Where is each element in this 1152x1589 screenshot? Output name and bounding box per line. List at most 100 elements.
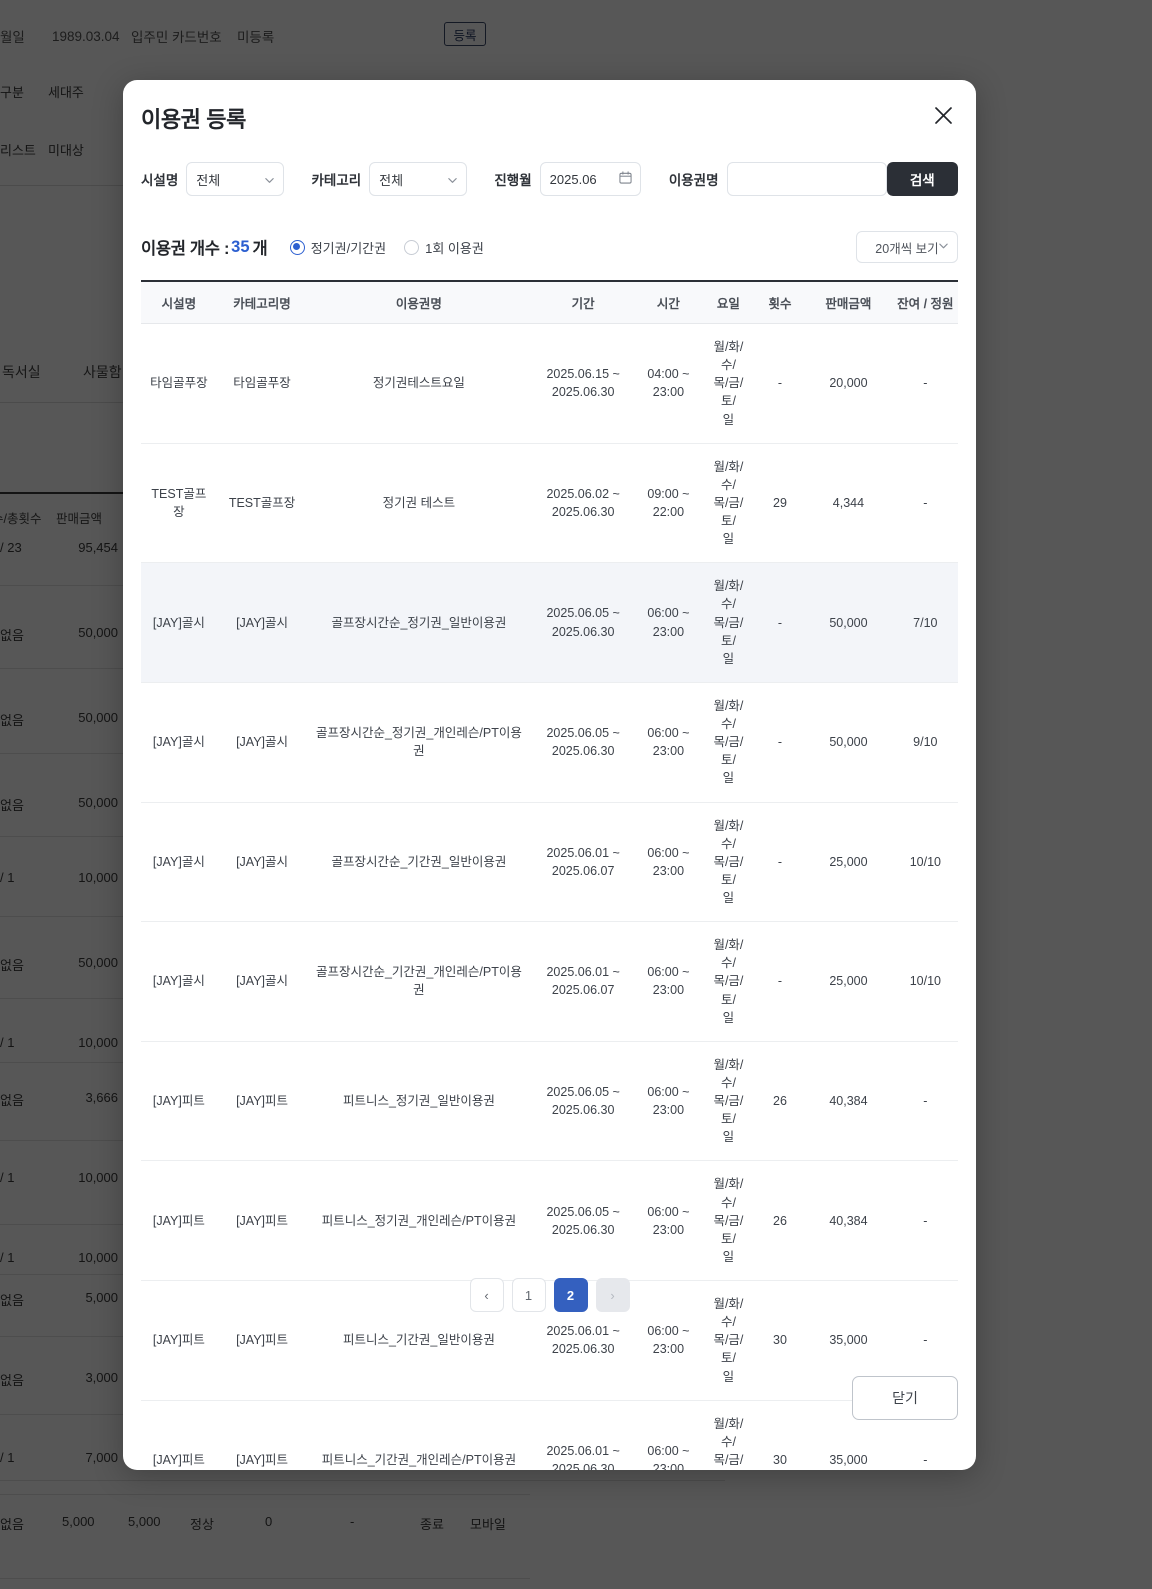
month-label: 진행월: [494, 173, 532, 188]
cell-facility: TEST골프장: [141, 443, 217, 564]
table-header-7: 판매금액: [804, 280, 893, 324]
cell-count: -: [755, 802, 805, 923]
month-picker[interactable]: 2025.06: [539, 162, 642, 196]
chevron-down-icon: [447, 174, 458, 185]
cell-category: [JAY]골시: [216, 682, 308, 803]
close-icon[interactable]: [926, 98, 960, 132]
facility-select-value: 전체: [196, 172, 221, 188]
cell-count: -: [755, 323, 805, 444]
per-page-value: 20개씩 보기: [875, 241, 939, 256]
ticket-table-wrapper: 시설명 카테고리명 이용권명 기간 시간 요일 횟수 판매금액 잔여 / 정원 타임골푸장 타임골…: [141, 280, 958, 1470]
table-row[interactable]: 타임골푸장 타임골푸장 정기권테스트요일 2025.06.15 ~ 2025.06.3…: [141, 323, 958, 444]
cell-facility: [JAY]골시: [141, 802, 217, 923]
cell-category: TEST골프장: [216, 443, 308, 564]
per-page-select[interactable]: 20개씩 보기: [856, 231, 958, 263]
cell-amount: 40,384: [804, 1041, 893, 1162]
radio-option-1[interactable]: 1회 이용권: [404, 238, 484, 257]
cell-remain: 9/10: [892, 682, 958, 803]
cell-time: 06:00 ~ 23:00: [635, 921, 702, 1042]
facility-label: 시설명: [141, 173, 179, 188]
cell-period: 2025.06.05 ~ 2025.06.30: [530, 1041, 636, 1162]
cell-name: 피트니스_기간권_개인레슨/PT이용권: [307, 1400, 531, 1470]
cell-period: 2025.06.05 ~ 2025.06.30: [530, 1160, 636, 1281]
cell-days: 월/화/수/ 목/금/토/ 일: [701, 1160, 756, 1281]
cell-count: -: [755, 562, 805, 683]
ticket-count-label: 이용권 개수 :: [141, 240, 230, 258]
cell-category: [JAY]피트: [216, 1280, 308, 1401]
table-row[interactable]: [JAY]골시 [JAY]골시 골프장시간순_정기권_개인레슨/PT이용권 2025.…: [141, 682, 958, 803]
cell-days: 월/화/수/ 목/금/토/ 일: [701, 562, 756, 683]
cell-time: 06:00 ~ 23:00: [635, 1041, 702, 1162]
table-row[interactable]: TEST골프장 TEST골프장 정기권 테스트 2025.06.02 ~ 2025.0…: [141, 443, 958, 564]
cell-period: 2025.06.01 ~ 2025.06.07: [530, 921, 636, 1042]
pagination-prev-button[interactable]: ‹: [469, 1278, 504, 1312]
cell-category: [JAY]피트: [216, 1160, 308, 1281]
table-row[interactable]: [JAY]피트 [JAY]피트 피트니스_정기권_일반이용권 2025.06.05 ~…: [141, 1041, 958, 1162]
cell-count: 30: [755, 1400, 805, 1470]
radio-dot-icon: [289, 239, 305, 255]
cell-days: 월/화/수/ 목/금/토/ 일: [701, 1400, 756, 1470]
cell-time: 09:00 ~ 22:00: [635, 443, 702, 564]
table-row[interactable]: [JAY]피트 [JAY]피트 피트니스_정기권_개인레슨/PT이용권 2025.06…: [141, 1160, 958, 1281]
cell-count: 26: [755, 1041, 805, 1162]
cell-period: 2025.06.01 ~ 2025.06.07: [530, 802, 636, 923]
table-header-2: 이용권명: [307, 280, 531, 324]
cell-name: 피트니스_정기권_일반이용권: [307, 1041, 531, 1162]
cell-time: 06:00 ~ 23:00: [635, 802, 702, 923]
cell-remain: -: [892, 1160, 958, 1281]
pagination-page-2[interactable]: 2: [553, 1278, 588, 1312]
cell-facility: [JAY]골시: [141, 562, 217, 683]
cell-count: -: [755, 682, 805, 803]
category-select[interactable]: 전체: [369, 162, 467, 196]
cell-count: -: [755, 921, 805, 1042]
cell-name: 정기권테스트요일: [307, 323, 531, 444]
cell-category: 타임골푸장: [216, 323, 308, 444]
modal-footer: 닫기: [141, 1376, 958, 1420]
table-row[interactable]: [JAY]피트 [JAY]피트 피트니스_기간권_일반이용권 2025.06.01 ~…: [141, 1280, 958, 1401]
cell-days: 월/화/수/ 목/금/토/ 일: [701, 682, 756, 803]
cell-category: [JAY]골시: [216, 802, 308, 923]
cell-category: [JAY]골시: [216, 921, 308, 1042]
cell-period: 2025.06.05 ~ 2025.06.30: [530, 562, 636, 683]
ticket-count-unit: 개: [252, 240, 268, 258]
pagination: ‹ 1 2 ›: [141, 1278, 958, 1312]
cell-facility: 타임골푸장: [141, 323, 217, 444]
cell-days: 월/화/수/ 목/금/토/ 일: [701, 323, 756, 444]
cell-period: 2025.06.02 ~ 2025.06.30: [530, 443, 636, 564]
cell-days: 월/화/수/ 목/금/토/ 일: [701, 802, 756, 923]
cell-count: 30: [755, 1280, 805, 1401]
ticket-name-label: 이용권명: [668, 173, 719, 188]
chevron-down-icon: [938, 240, 949, 254]
cell-period: 2025.06.15 ~ 2025.06.30: [530, 323, 636, 444]
cell-facility: [JAY]피트: [141, 1041, 217, 1162]
category-select-value: 전체: [379, 172, 404, 188]
cell-count: 29: [755, 443, 805, 564]
ticket-count-value: 35: [231, 237, 250, 256]
table-row[interactable]: [JAY]골시 [JAY]골시 골프장시간순_기간권_일반이용권 2025.06.01…: [141, 802, 958, 923]
cell-remain: -: [892, 323, 958, 444]
cell-facility: [JAY]골시: [141, 921, 217, 1042]
search-button[interactable]: 검색: [886, 162, 958, 196]
table-row[interactable]: [JAY]골시 [JAY]골시 골프장시간순_정기권_일반이용권 2025.06.05…: [141, 562, 958, 683]
facility-select[interactable]: 전체: [186, 162, 284, 196]
cell-amount: 50,000: [804, 562, 893, 683]
radio-option-0[interactable]: 정기권/기간권: [289, 238, 387, 257]
cell-amount: 50,000: [804, 682, 893, 803]
pagination-next-button: ›: [595, 1278, 630, 1312]
cell-time: 06:00 ~ 23:00: [635, 1160, 702, 1281]
ticket-type-radio-group: 정기권/기간권 1회 이용권: [289, 238, 502, 257]
cell-days: 월/화/수/ 목/금/토/ 일: [701, 443, 756, 564]
calendar-icon: [619, 171, 632, 187]
close-button[interactable]: 닫기: [852, 1376, 958, 1420]
pagination-page-1[interactable]: 1: [511, 1278, 546, 1312]
cell-amount: 20,000: [804, 323, 893, 444]
radio-option-label: 정기권/기간권: [310, 240, 387, 256]
filter-bar: 시설명 전체 카테고리 전체 진행월: [141, 162, 958, 196]
table-header-0: 시설명: [141, 280, 217, 324]
table-header-4: 시간: [635, 280, 702, 324]
table-row[interactable]: [JAY]골시 [JAY]골시 골프장시간순_기간권_개인레슨/PT이용권 2025.…: [141, 921, 958, 1042]
summary-row: 이용권 개수 : 35 개 정기권/기간권 1회 이용권 20개씩 보기: [141, 231, 958, 263]
ticket-name-input[interactable]: [726, 162, 887, 196]
cell-amount: 4,344: [804, 443, 893, 564]
cell-amount: 25,000: [804, 921, 893, 1042]
